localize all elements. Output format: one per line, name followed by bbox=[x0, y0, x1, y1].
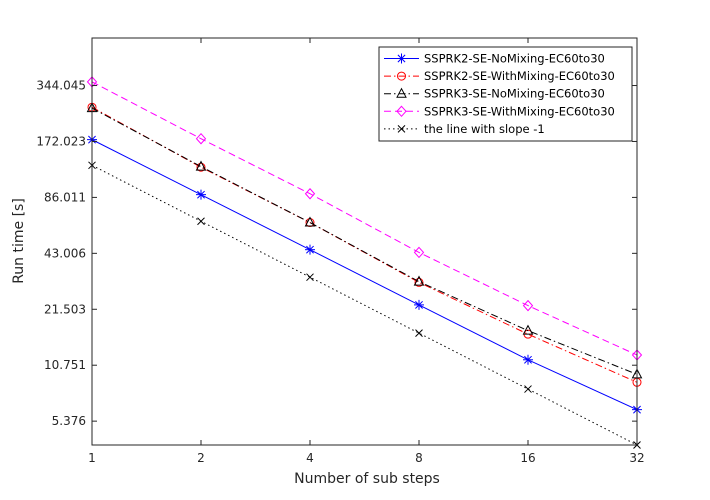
plot-area-frame bbox=[91, 37, 638, 446]
data-point bbox=[415, 329, 423, 337]
data-point bbox=[195, 160, 207, 171]
legend-label: SSPRK3-SE-NoMixing-EC60to30 bbox=[424, 87, 605, 101]
series-line bbox=[91, 81, 638, 356]
data-point bbox=[522, 324, 534, 335]
marker-stroke bbox=[397, 54, 406, 63]
legend-entry: SSPRK2-SE-WithMixing-EC60to30 bbox=[384, 69, 615, 83]
data-point bbox=[306, 273, 314, 282]
data-point bbox=[522, 299, 534, 312]
y-tick-label: 43.006 bbox=[44, 246, 86, 260]
legend-entry: SSPRK3-SE-WithMixing-EC60to30 bbox=[384, 104, 615, 118]
legend-marker bbox=[397, 125, 406, 133]
y-tick-label: 86.011 bbox=[44, 190, 86, 204]
data-point bbox=[304, 216, 316, 227]
series-line bbox=[91, 107, 638, 375]
y-tick-label: 172.023 bbox=[36, 134, 86, 148]
series-line bbox=[91, 164, 638, 446]
legend-marker bbox=[396, 87, 407, 98]
y-axis: 5.376 10.751 21.503 43.006 86.011 172.023 344.… bbox=[36, 79, 637, 428]
y-tick-label: 344.045 bbox=[36, 79, 86, 93]
x-tick-label: 4 bbox=[306, 451, 314, 465]
series-5 bbox=[88, 161, 641, 449]
x-axis: 1 2 4 8 16 32 bbox=[88, 38, 645, 465]
x-tick-label: 32 bbox=[629, 451, 644, 465]
legend: SSPRK2-SE-NoMixing-EC60to30 SSPRK2-SE-Wit… bbox=[378, 46, 633, 142]
legend-entry: SSPRK2-SE-NoMixing-EC60to30 bbox=[384, 52, 605, 66]
marker-stroke bbox=[415, 329, 423, 337]
legend-marker bbox=[397, 71, 406, 81]
marker-stroke bbox=[306, 245, 314, 254]
y-tick-label: 5.376 bbox=[52, 414, 86, 428]
data-point bbox=[195, 132, 207, 145]
x-tick-label: 8 bbox=[415, 451, 423, 465]
data-point bbox=[414, 299, 424, 310]
marker-stroke bbox=[524, 385, 532, 393]
legend-entry: SSPRK3-SE-NoMixing-EC60to30 bbox=[384, 87, 605, 101]
marker-stroke bbox=[397, 125, 406, 133]
legend-marker bbox=[396, 53, 407, 64]
data-point bbox=[413, 246, 425, 259]
y-tick-label: 10.751 bbox=[44, 358, 86, 372]
x-axis-label: Number of sub steps bbox=[294, 471, 440, 487]
legend-label: SSPRK2-SE-WithMixing-EC60to30 bbox=[424, 69, 615, 83]
data-point bbox=[414, 277, 424, 287]
series-layer bbox=[86, 76, 643, 449]
legend-label: SSPRK3-SE-WithMixing-EC60to30 bbox=[424, 104, 615, 118]
data-point bbox=[197, 217, 205, 226]
x-tick-label: 2 bbox=[197, 451, 205, 465]
marker-stroke bbox=[524, 355, 532, 364]
y-axis-label: Run time [s] bbox=[11, 198, 27, 284]
legend-marker bbox=[396, 105, 407, 118]
data-point bbox=[304, 187, 316, 200]
data-point bbox=[413, 275, 425, 286]
x-tick-label: 16 bbox=[520, 451, 535, 465]
marker-stroke bbox=[306, 273, 314, 282]
data-point bbox=[196, 162, 206, 172]
legend-label: SSPRK2-SE-NoMixing-EC60to30 bbox=[424, 52, 605, 66]
data-point bbox=[196, 189, 206, 200]
marker-stroke bbox=[197, 217, 205, 226]
series-line bbox=[91, 139, 638, 411]
marker-stroke bbox=[197, 190, 205, 199]
legend-entry: the line with slope -1 bbox=[384, 122, 545, 136]
y-tick-label: 21.503 bbox=[44, 302, 86, 316]
data-point bbox=[523, 354, 533, 365]
data-point bbox=[524, 385, 532, 393]
marker-stroke bbox=[415, 300, 423, 309]
data-point bbox=[305, 244, 315, 255]
legend-box bbox=[378, 46, 633, 142]
series-3 bbox=[86, 102, 643, 379]
legend-label: the line with slope -1 bbox=[424, 122, 545, 136]
x-tick-label: 1 bbox=[88, 451, 96, 465]
